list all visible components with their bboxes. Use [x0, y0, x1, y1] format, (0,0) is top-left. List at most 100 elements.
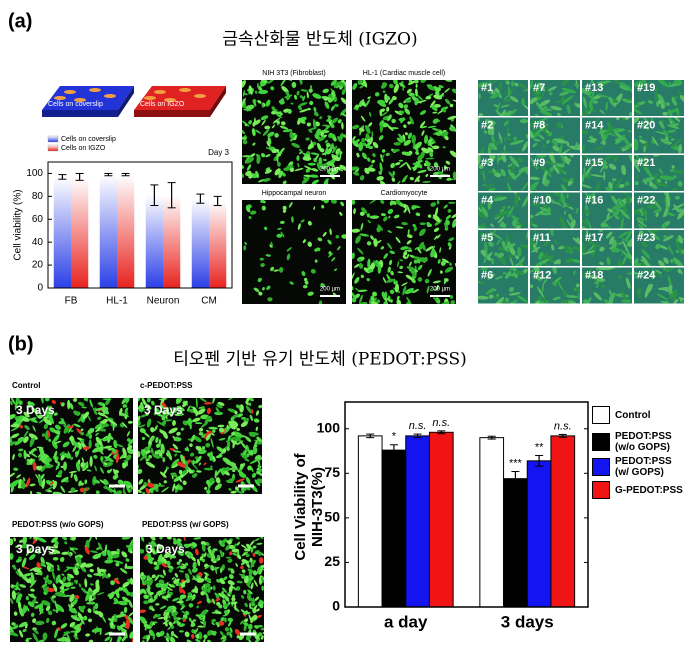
cell [146, 398, 151, 403]
array-label: #2 [481, 119, 493, 131]
cell [32, 618, 37, 624]
cell [538, 134, 545, 140]
cell [560, 299, 564, 304]
cell [160, 443, 165, 454]
cell [289, 281, 294, 285]
cell [530, 214, 534, 219]
cell [488, 80, 493, 93]
cell [157, 543, 162, 550]
cell [478, 155, 481, 166]
cell [237, 551, 240, 556]
cell [65, 582, 72, 588]
cell [280, 80, 287, 87]
cell [92, 407, 97, 411]
cell-icon [104, 94, 116, 98]
cell [535, 236, 539, 247]
cell [89, 399, 93, 408]
cell [40, 454, 47, 459]
cell [380, 246, 385, 250]
cell [29, 437, 35, 448]
cell [146, 482, 155, 488]
cell [538, 251, 544, 260]
cell [507, 299, 518, 304]
cell [503, 145, 506, 151]
cell [230, 439, 238, 445]
cell [444, 222, 449, 230]
cell [257, 632, 263, 637]
cell [617, 258, 622, 266]
cell [502, 271, 507, 275]
cell [15, 570, 20, 576]
cell [159, 537, 163, 540]
cell [74, 564, 80, 569]
cell [255, 426, 258, 431]
cell [260, 115, 269, 121]
cell [264, 169, 272, 174]
tile-shade [582, 192, 632, 229]
cell [12, 565, 17, 570]
cell [155, 603, 160, 606]
cell [313, 106, 317, 113]
cell [167, 565, 174, 569]
cell [121, 636, 127, 642]
cell [192, 473, 198, 478]
cell [71, 537, 76, 541]
cell [501, 155, 507, 163]
cell [555, 163, 565, 168]
cell [438, 85, 444, 89]
cell [25, 639, 30, 642]
cell [141, 640, 145, 642]
cell [355, 287, 360, 292]
cell [145, 579, 150, 584]
cell [368, 122, 373, 127]
cell [257, 464, 261, 470]
cell [223, 576, 228, 581]
cell [534, 298, 539, 303]
cell [16, 419, 21, 425]
cell [51, 620, 57, 626]
cell [141, 408, 146, 412]
cell [445, 219, 450, 226]
cell [366, 213, 371, 218]
cell [290, 102, 294, 105]
tile-shade [634, 117, 684, 154]
cell [543, 105, 548, 110]
legend-label: Cells on IGZO [61, 145, 106, 152]
cell [404, 132, 408, 136]
cell [191, 542, 198, 548]
cell [252, 142, 256, 146]
cell [10, 597, 14, 605]
cell [551, 139, 558, 146]
cell [113, 469, 120, 474]
cell [211, 618, 216, 623]
cell [548, 91, 553, 96]
cell [634, 271, 638, 275]
cell [34, 549, 41, 554]
cell [218, 437, 226, 441]
cell [395, 236, 401, 244]
cell [430, 202, 437, 207]
cell [381, 149, 386, 153]
cell [127, 449, 133, 454]
micrograph [530, 192, 580, 229]
cell [85, 633, 91, 637]
cell [176, 431, 181, 436]
cell [184, 610, 190, 616]
cell [602, 140, 606, 146]
cell [218, 451, 225, 456]
cell [192, 575, 197, 581]
cell [634, 272, 646, 279]
cell [218, 621, 225, 626]
cell [151, 607, 155, 612]
cell [354, 276, 360, 284]
cell [50, 596, 55, 604]
cell [279, 147, 285, 154]
cell [172, 483, 176, 492]
cell [194, 436, 202, 443]
cell [242, 97, 246, 106]
cell [95, 436, 103, 446]
cell [147, 578, 153, 587]
cell [52, 491, 64, 494]
cell [142, 634, 150, 640]
cell [245, 436, 252, 443]
